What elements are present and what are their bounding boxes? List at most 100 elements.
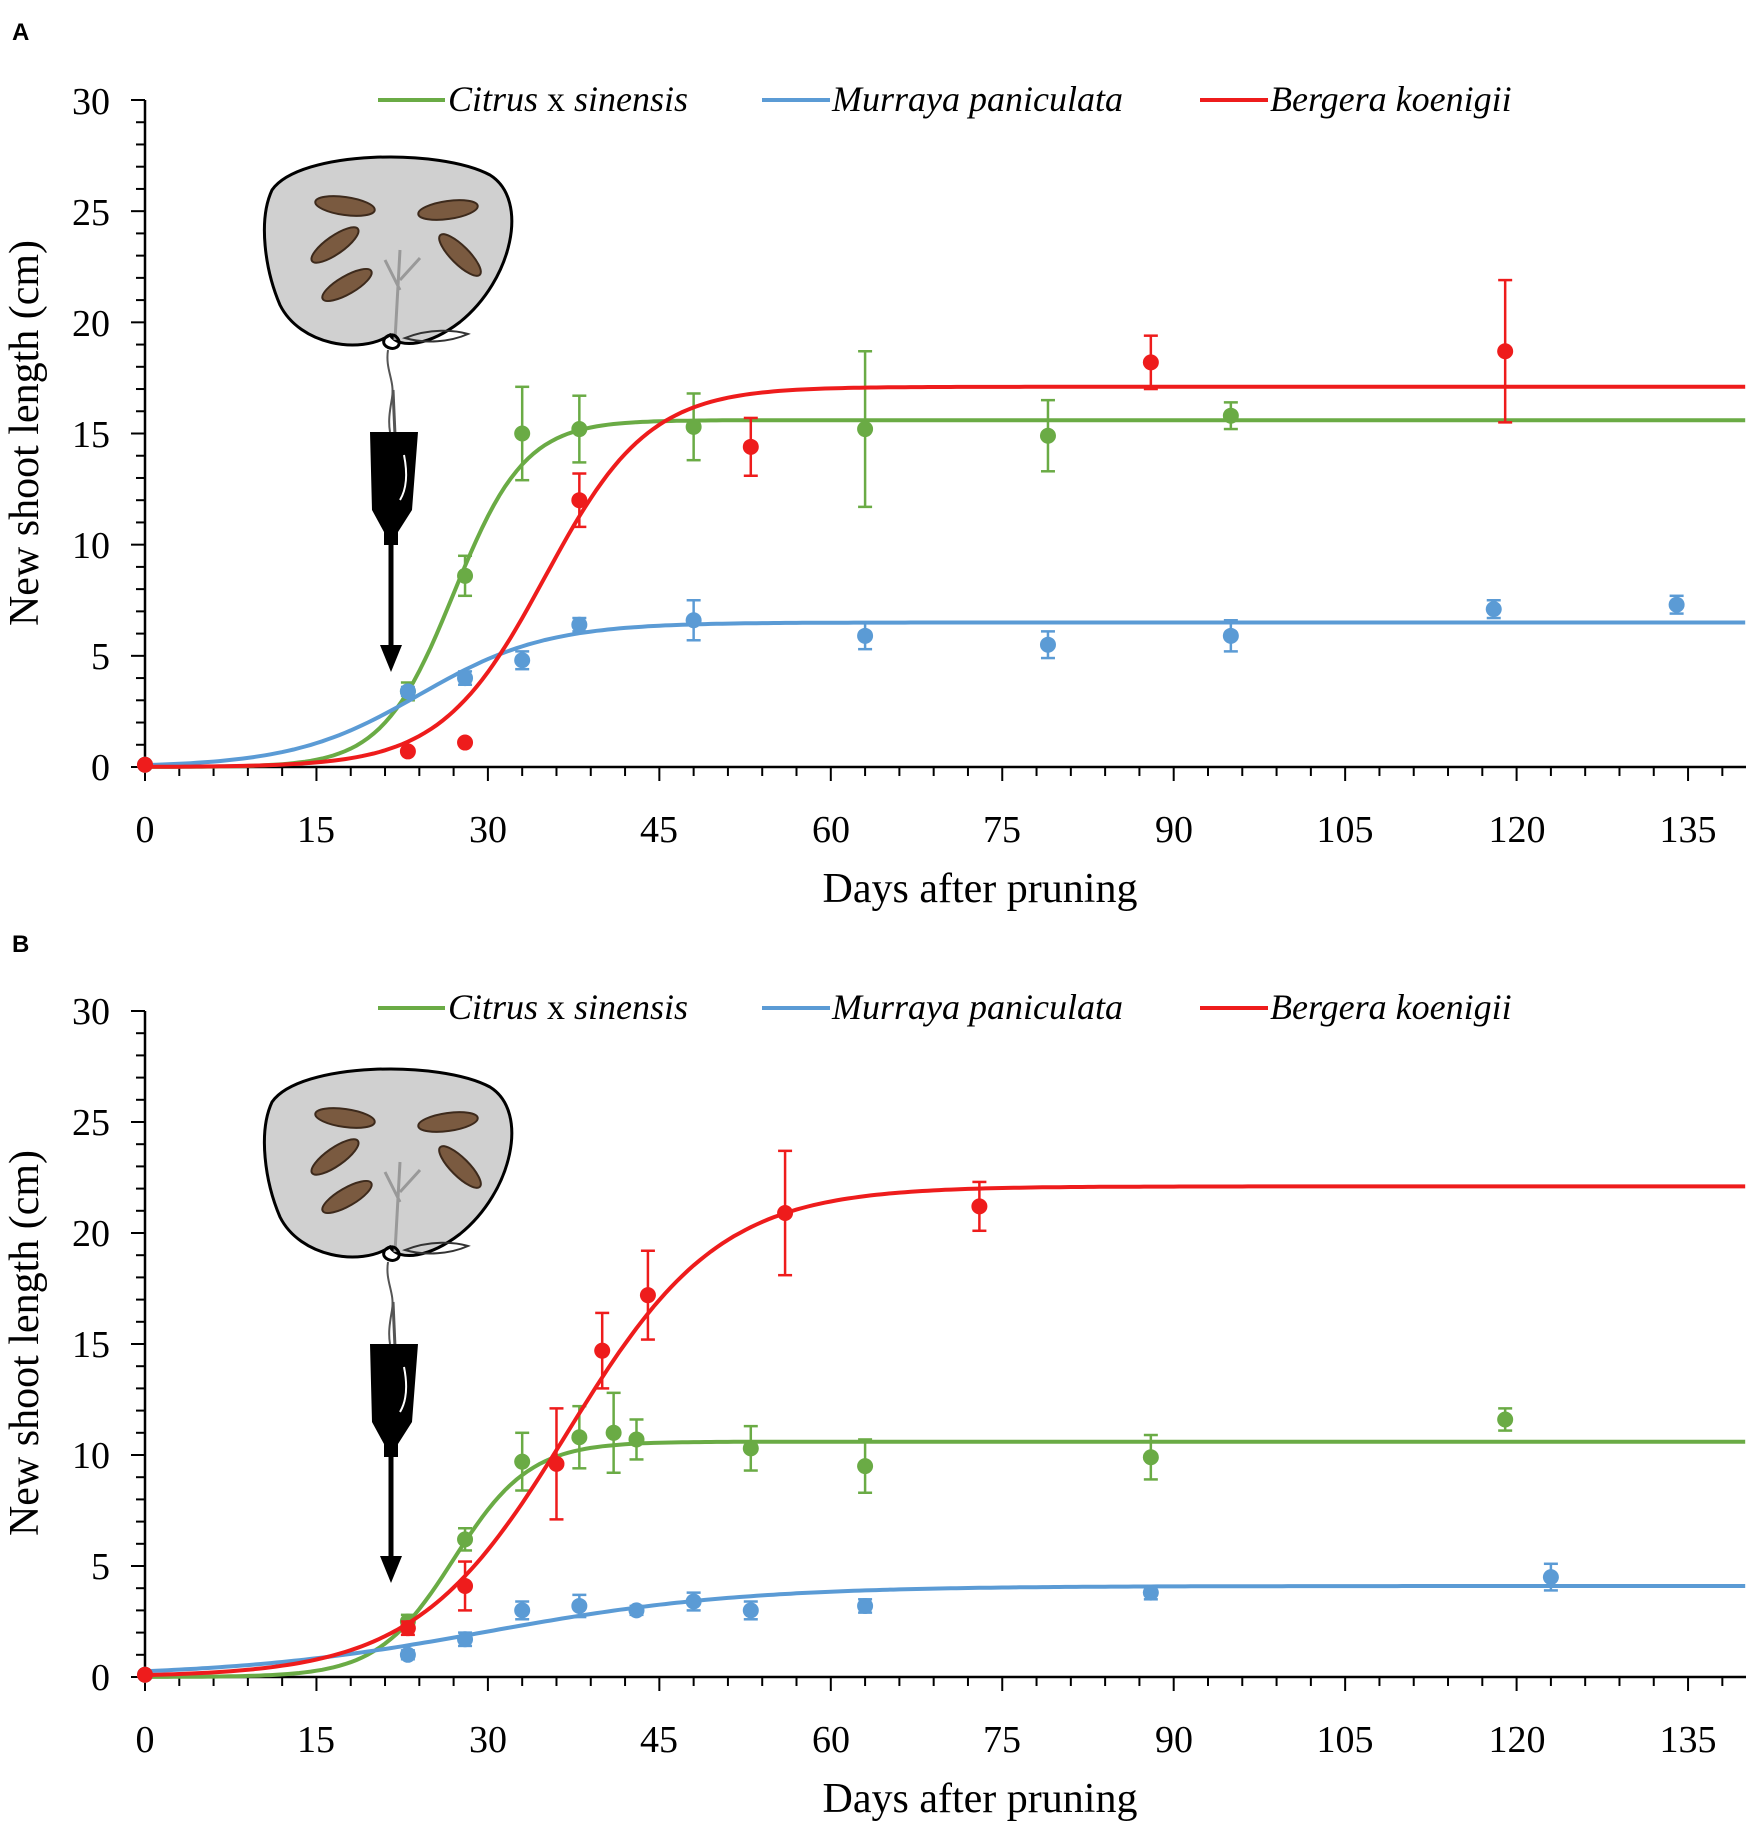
data-point-bergera	[399, 743, 416, 760]
panel-a-legend: Citrus x sinensis Murraya paniculata Ber…	[378, 79, 1512, 119]
panel-b: B Citrus x sinensis Murraya paniculata B…	[2, 931, 1746, 1822]
data-point-citrus	[1497, 1411, 1514, 1428]
ytick-label: 0	[91, 1657, 110, 1699]
xtick-label: 135	[1660, 809, 1717, 851]
xtick-label: 135	[1660, 1719, 1717, 1761]
xtick-label: 0	[136, 1719, 155, 1761]
data-point-bergera	[1497, 343, 1514, 360]
panel-b-series	[137, 1149, 1746, 1683]
data-point-murraya	[571, 1597, 588, 1614]
fit-line-bergera	[145, 384, 1746, 769]
data-point-murraya	[399, 1646, 416, 1663]
panel-a-xtick-labels: 0 15 30 45 60 75 90 105 120 135	[136, 809, 1717, 851]
data-point-citrus	[457, 567, 474, 584]
data-point-murraya	[514, 1602, 531, 1619]
ytick-label: 15	[72, 414, 110, 456]
xtick-label: 60	[812, 809, 850, 851]
xtick-label: 30	[469, 809, 507, 851]
data-point-murraya	[514, 652, 531, 669]
panel-b-letter: B	[12, 931, 29, 958]
panel-a-y-axis-title: New shoot length (cm)	[2, 240, 48, 626]
ytick-label: 0	[91, 747, 110, 789]
data-point-bergera	[742, 438, 759, 455]
data-point-murraya	[1142, 1584, 1159, 1601]
xtick-label: 15	[297, 1719, 335, 1761]
xtick-label: 75	[983, 1719, 1021, 1761]
data-point-murraya	[1039, 636, 1056, 653]
data-point-bergera	[971, 1198, 988, 1215]
insect-bag-illustration	[262, 155, 514, 545]
data-point-citrus	[685, 418, 702, 435]
data-point-murraya	[685, 612, 702, 629]
data-point-bergera	[777, 1205, 794, 1222]
data-point-bergera	[137, 1666, 153, 1683]
ytick-label: 25	[72, 1102, 110, 1144]
data-point-murraya	[457, 670, 474, 687]
xtick-label: 30	[469, 1719, 507, 1761]
data-point-citrus	[514, 425, 531, 442]
xtick-label: 120	[1489, 1719, 1546, 1761]
data-point-bergera	[594, 1342, 611, 1359]
data-point-murraya	[457, 1631, 474, 1648]
xtick-label: 60	[812, 1719, 850, 1761]
data-point-murraya	[571, 616, 588, 633]
data-point-citrus	[1039, 427, 1056, 444]
xtick-label: 90	[1155, 1719, 1193, 1761]
xtick-label: 105	[1317, 1719, 1374, 1761]
data-point-bergera	[1142, 354, 1159, 371]
legend-label-bergera: Bergera koenigii	[1270, 79, 1512, 119]
down-arrow-icon	[380, 540, 402, 672]
ytick-label: 5	[91, 1546, 110, 1588]
ytick-label: 5	[91, 636, 110, 678]
legend-label-murraya: Murraya paniculata	[831, 79, 1123, 119]
ytick-label: 10	[72, 1435, 110, 1477]
data-point-citrus	[605, 1424, 622, 1441]
xtick-label: 90	[1155, 809, 1193, 851]
panel-b-ticks	[131, 1010, 1724, 1691]
panel-a-letter: A	[12, 19, 29, 46]
xtick-label: 105	[1317, 809, 1374, 851]
xtick-label: 45	[640, 809, 678, 851]
xtick-label: 45	[640, 1719, 678, 1761]
data-point-citrus	[857, 1458, 874, 1475]
data-point-bergera	[399, 1620, 416, 1637]
ytick-label: 15	[72, 1324, 110, 1366]
data-point-citrus	[742, 1440, 759, 1457]
data-point-murraya	[1668, 596, 1685, 613]
data-point-citrus	[1222, 407, 1239, 424]
data-point-murraya	[857, 627, 874, 644]
ytick-label: 10	[72, 525, 110, 567]
panel-b-xtick-labels: 0 15 30 45 60 75 90 105 120 135	[136, 1719, 1717, 1761]
data-point-murraya	[1542, 1569, 1559, 1586]
data-point-bergera	[548, 1455, 565, 1472]
legend-label-bergera: Bergera koenigii	[1270, 987, 1512, 1027]
ytick-label: 20	[72, 303, 110, 345]
down-arrow-icon	[380, 1452, 402, 1583]
xtick-label: 120	[1489, 809, 1546, 851]
panel-b-ytick-labels: 0 5 10 15 20 25 30	[72, 991, 110, 1699]
data-point-citrus	[571, 421, 588, 438]
data-point-murraya	[399, 683, 416, 700]
data-point-murraya	[857, 1597, 874, 1614]
legend-label-citrus: Citrus x sinensis	[448, 987, 688, 1027]
data-point-bergera	[457, 1577, 474, 1594]
panel-a-ytick-labels: 0 5 10 15 20 25 30	[72, 81, 110, 789]
panel-a-x-axis-title: Days after pruning	[823, 866, 1138, 912]
panel-a-series	[137, 278, 1746, 773]
data-point-bergera	[571, 492, 588, 509]
insect-bag-illustration	[262, 1067, 514, 1457]
data-point-citrus	[857, 421, 874, 438]
panel-b-x-axis-title: Days after pruning	[823, 1776, 1138, 1822]
data-point-citrus	[1142, 1449, 1159, 1466]
data-point-citrus	[571, 1429, 588, 1446]
data-point-citrus	[514, 1453, 531, 1470]
data-point-bergera	[137, 756, 153, 773]
panel-a-ticks	[131, 99, 1724, 781]
xtick-label: 15	[297, 809, 335, 851]
panel-b-legend: Citrus x sinensis Murraya paniculata Ber…	[378, 987, 1512, 1027]
data-point-citrus	[628, 1431, 645, 1448]
fit-line-murraya	[144, 620, 1746, 768]
data-point-murraya	[1222, 627, 1239, 644]
ytick-label: 20	[72, 1213, 110, 1255]
